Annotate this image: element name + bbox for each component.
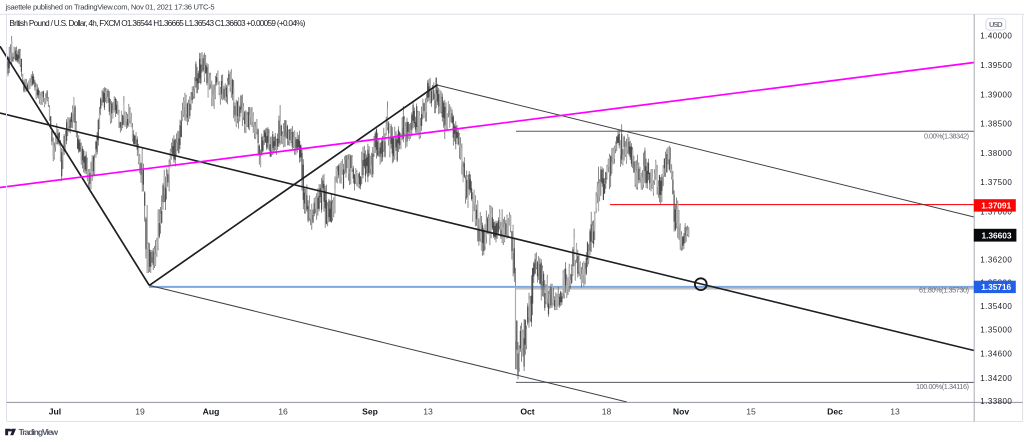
svg-text:1.36603: 1.36603 — [982, 231, 1012, 241]
svg-text:1.38500: 1.38500 — [980, 120, 1012, 129]
svg-text:15: 15 — [746, 407, 756, 417]
svg-text:1.34200: 1.34200 — [980, 374, 1012, 383]
svg-text:1.35716: 1.35716 — [981, 282, 1011, 292]
svg-text:1.40000: 1.40000 — [980, 32, 1012, 41]
svg-text:1.34600: 1.34600 — [980, 350, 1012, 359]
svg-text:61.80%(1.35730): 61.80%(1.35730) — [919, 285, 969, 294]
svg-text:19: 19 — [135, 407, 145, 417]
svg-text:1.39000: 1.39000 — [980, 90, 1012, 99]
svg-text:Jul: Jul — [49, 407, 61, 417]
svg-text:18: 18 — [602, 407, 612, 417]
svg-text:British Pound / U.S. Dollar, 4: British Pound / U.S. Dollar, 4h, FXCM O1… — [9, 19, 305, 28]
svg-text:Dec: Dec — [827, 407, 843, 417]
svg-text:13: 13 — [423, 407, 433, 417]
svg-text:1.35000: 1.35000 — [980, 326, 1012, 335]
svg-text:100.00%(1.34116): 100.00%(1.34116) — [916, 382, 969, 391]
svg-text:1.37091: 1.37091 — [981, 201, 1011, 211]
svg-text:13: 13 — [890, 407, 900, 417]
svg-text:jsaettele published on Trading: jsaettele published on TradingView.com, … — [5, 2, 215, 11]
svg-text:1.38000: 1.38000 — [980, 149, 1012, 158]
svg-text:1.36200: 1.36200 — [980, 256, 1012, 265]
svg-text:Aug: Aug — [203, 407, 220, 417]
svg-text:1.37500: 1.37500 — [980, 178, 1012, 187]
svg-text:Sep: Sep — [362, 407, 378, 417]
svg-text:1.35400: 1.35400 — [980, 302, 1012, 311]
svg-text:1.39500: 1.39500 — [980, 61, 1012, 70]
svg-text:Oct: Oct — [520, 407, 534, 417]
svg-text:1.37000: 1.37000 — [980, 208, 1012, 217]
svg-text:0.00%(1.38342): 0.00%(1.38342) — [924, 131, 969, 140]
svg-text:16: 16 — [278, 407, 288, 417]
svg-text:Nov: Nov — [673, 407, 689, 417]
svg-text:TradingView: TradingView — [19, 427, 59, 437]
svg-text:1.33800: 1.33800 — [980, 397, 1012, 406]
svg-text:USD: USD — [989, 20, 1003, 29]
